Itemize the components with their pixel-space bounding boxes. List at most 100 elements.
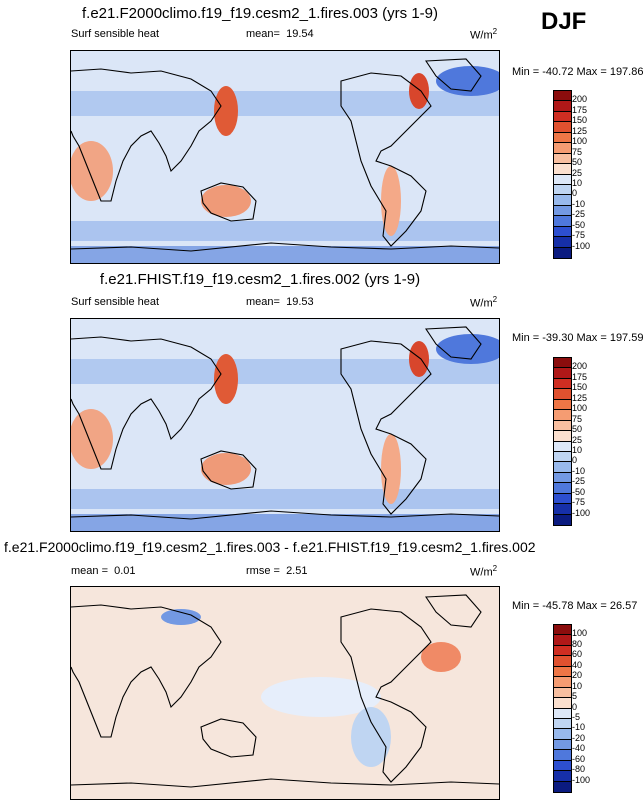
colorbar-tick-label: 175 xyxy=(572,371,588,382)
coastline xyxy=(71,604,222,738)
coastline xyxy=(425,594,482,628)
coastline xyxy=(425,58,482,92)
field-blob xyxy=(421,642,461,672)
field-blob xyxy=(161,609,201,625)
field-blob xyxy=(214,86,238,136)
colorbar-tick-label: -25 xyxy=(572,476,586,487)
colorbar-swatch xyxy=(554,677,571,688)
colorbar-tick-label: 80 xyxy=(572,638,583,649)
colorbar-tick-label: -75 xyxy=(572,497,586,508)
colorbar-tick-label: -20 xyxy=(572,732,586,743)
colorbar-swatch xyxy=(554,760,571,772)
colorbar-swatch xyxy=(554,237,571,248)
panel1-colorbar xyxy=(553,90,572,259)
panel3-title: f.e21.F2000climo.f19_f19.cesm2_1.fires.0… xyxy=(4,539,536,555)
colorbar-tick-label: 200 xyxy=(572,361,588,372)
season-label: DJF xyxy=(541,8,587,35)
colorbar-swatch xyxy=(554,451,571,463)
colorbar-swatch xyxy=(554,358,571,369)
colorbar-tick-label: 0 xyxy=(572,455,578,466)
colorbar-tick-label: -80 xyxy=(572,764,586,775)
field-band xyxy=(71,221,499,241)
colorbar-tick-label: 100 xyxy=(572,403,588,414)
colorbar-tick-label: -40 xyxy=(572,743,586,754)
colorbar-tick-label: -75 xyxy=(572,230,586,241)
colorbar-swatch xyxy=(554,750,571,761)
panel1-units: W/m2 xyxy=(470,27,498,42)
panel3-rmse: rmse = 2.51 xyxy=(246,565,308,577)
colorbar-tick-label: 10 xyxy=(572,680,583,691)
colorbar-swatch xyxy=(554,441,571,452)
colorbar-swatch xyxy=(554,216,571,227)
colorbar-tick-label: 50 xyxy=(572,424,583,435)
colorbar-tick-label: 150 xyxy=(572,382,588,393)
colorbar-swatch xyxy=(554,708,571,719)
colorbar-tick-label: 50 xyxy=(572,157,583,168)
colorbar-swatch xyxy=(554,472,571,484)
panel2-mean: mean= 19.53 xyxy=(246,296,314,308)
colorbar-swatch xyxy=(554,399,571,411)
coastline xyxy=(71,68,222,202)
coastline xyxy=(340,72,432,247)
colorbar-tick-label: 125 xyxy=(572,392,588,403)
field-band xyxy=(71,514,499,531)
coastline xyxy=(340,608,432,783)
field-blob xyxy=(261,677,381,717)
colorbar-tick-label: 10 xyxy=(572,177,583,188)
coastline xyxy=(425,326,482,360)
colorbar-tick-label: 40 xyxy=(572,659,583,670)
colorbar-swatch xyxy=(554,493,571,505)
colorbar-swatch xyxy=(554,153,571,165)
panel3-map xyxy=(70,586,500,800)
colorbar-tick-label: -25 xyxy=(572,209,586,220)
colorbar-swatch xyxy=(554,771,571,782)
panel1-map xyxy=(70,50,500,264)
colorbar-swatch xyxy=(554,483,571,494)
colorbar-swatch xyxy=(554,462,571,473)
colorbar-tick-label: 175 xyxy=(572,104,588,115)
panel2-title: f.e21.FHIST.f19_f19.cesm2_1.fires.002 (y… xyxy=(99,271,421,288)
coastline xyxy=(200,718,257,758)
coastline xyxy=(71,242,499,252)
colorbar-swatch xyxy=(554,514,571,525)
colorbar-swatch xyxy=(554,625,571,636)
colorbar-tick-label: 150 xyxy=(572,115,588,126)
field-blob xyxy=(201,453,251,485)
colorbar-tick-label: 25 xyxy=(572,167,583,178)
colorbar-tick-label: -10 xyxy=(572,198,586,209)
field-blob xyxy=(201,185,251,217)
colorbar-tick-label: 0 xyxy=(572,188,578,199)
colorbar-swatch xyxy=(554,656,571,667)
colorbar-tick-label: 100 xyxy=(572,136,588,147)
panel3-units: W/m2 xyxy=(470,564,498,579)
panel3-mean: mean = 0.01 xyxy=(71,565,136,577)
colorbar-swatch xyxy=(554,504,571,515)
colorbar-swatch xyxy=(554,718,571,730)
colorbar-swatch xyxy=(554,143,571,154)
field-blob xyxy=(71,409,113,469)
colorbar-tick-label: -100 xyxy=(572,507,591,518)
colorbar-swatch xyxy=(554,420,571,432)
panel2-colorbar xyxy=(553,357,572,526)
panel1-mean: mean= 19.54 xyxy=(246,28,314,40)
colorbar-tick-label: -50 xyxy=(572,219,586,230)
field-band xyxy=(71,246,499,263)
field-blob xyxy=(351,707,391,767)
field-band xyxy=(71,489,499,509)
coastline xyxy=(200,450,257,490)
panel2-minmax: Min = -39.30 Max = 197.59 xyxy=(512,332,644,344)
colorbar-tick-label: 10 xyxy=(572,444,583,455)
colorbar-swatch xyxy=(554,431,571,442)
colorbar-swatch xyxy=(554,174,571,185)
colorbar-swatch xyxy=(554,698,571,709)
colorbar-swatch xyxy=(554,729,571,740)
coastline xyxy=(340,340,432,515)
colorbar-tick-label: -50 xyxy=(572,486,586,497)
coastline xyxy=(200,182,257,222)
colorbar-tick-label: -5 xyxy=(572,711,581,722)
colorbar-swatch xyxy=(554,132,571,144)
colorbar-swatch xyxy=(554,101,571,112)
colorbar-tick-label: 0 xyxy=(572,701,578,712)
panel1-title: f.e21.F2000climo.f19_f19.cesm2_1.fires.0… xyxy=(81,5,438,22)
colorbar-tick-label: 25 xyxy=(572,434,583,445)
